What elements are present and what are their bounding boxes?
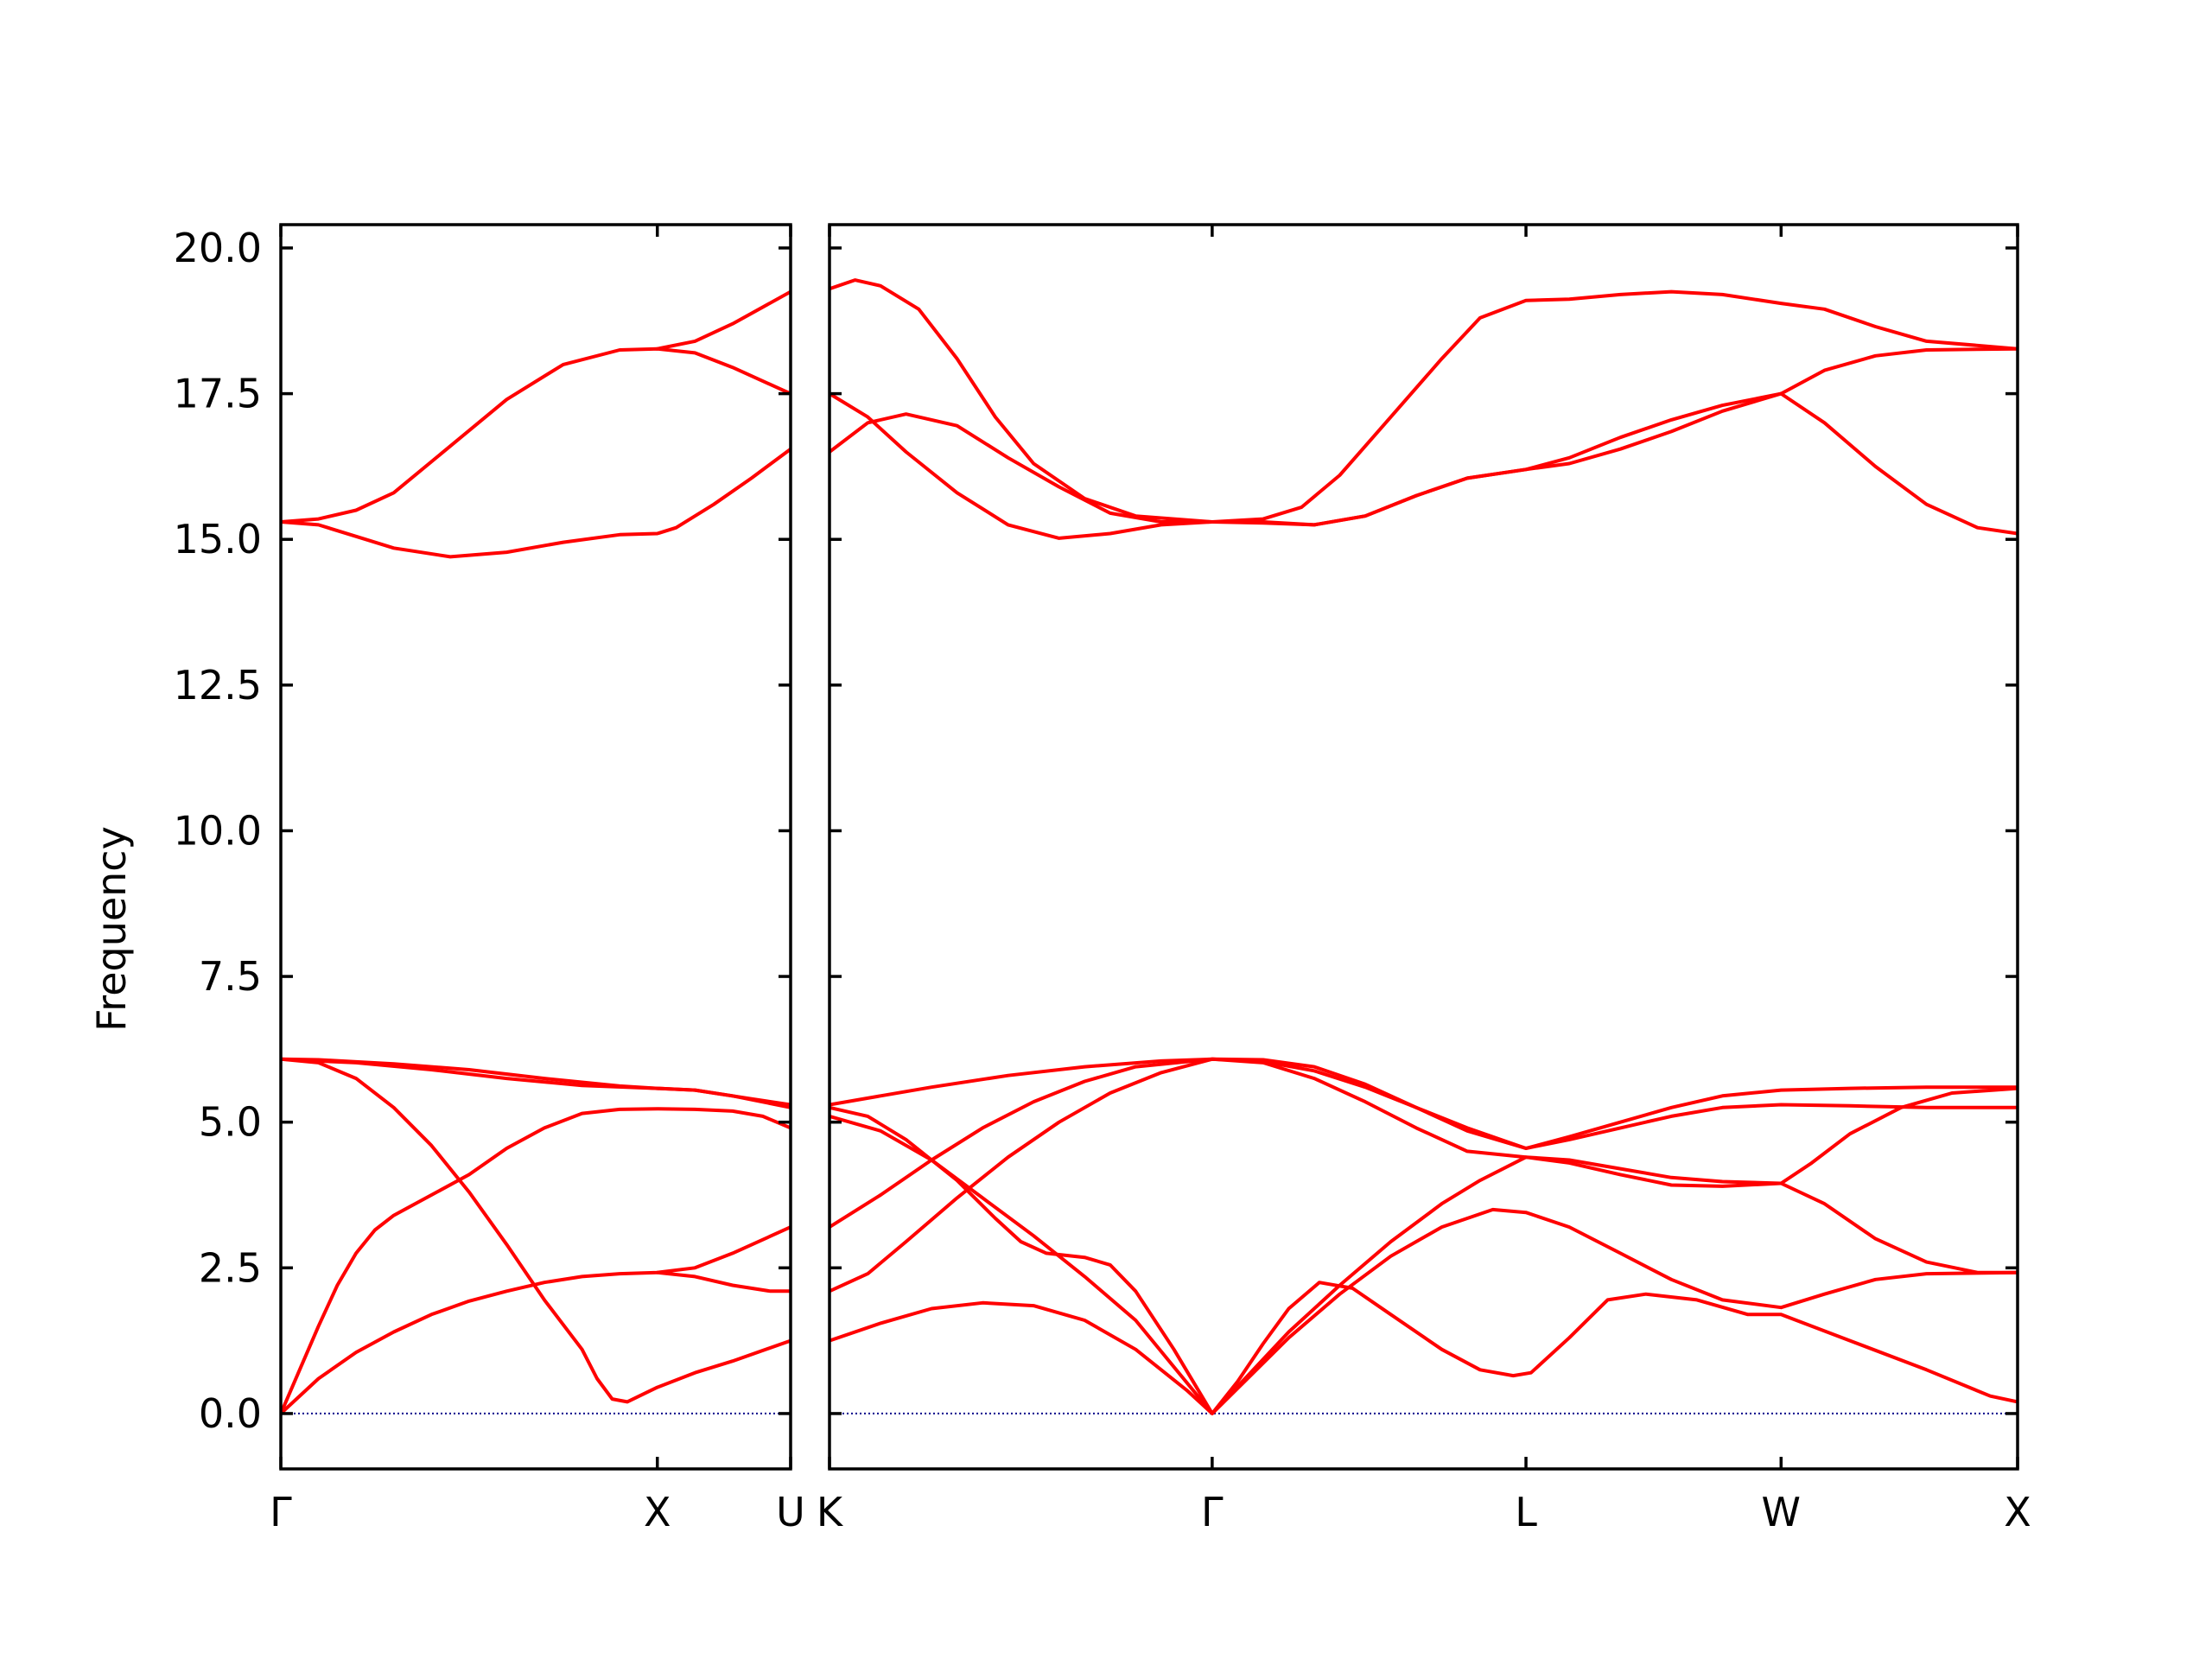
band-line-4 bbox=[830, 1057, 2018, 1150]
band-line-5 bbox=[281, 1057, 791, 1107]
band-line-1 bbox=[281, 1225, 791, 1415]
x-tick-label: U bbox=[776, 1489, 805, 1535]
y-tick-label: 5.0 bbox=[199, 1099, 262, 1146]
y-tick-label: 12.5 bbox=[174, 662, 262, 709]
x-tick-label: L bbox=[1515, 1489, 1537, 1535]
band-group bbox=[281, 289, 791, 1415]
x-tick-label: W bbox=[1762, 1489, 1801, 1535]
y-tick-label: 17.5 bbox=[174, 371, 262, 417]
y-tick-label: 20.0 bbox=[174, 225, 262, 271]
x-tick-label: K bbox=[817, 1489, 844, 1535]
x-tick-label: X bbox=[2004, 1489, 2031, 1535]
y-tick-label: 7.5 bbox=[199, 953, 262, 1000]
y-tick-label: 2.5 bbox=[199, 1244, 262, 1291]
band-line-1 bbox=[830, 1281, 2018, 1415]
y-axis-label: Frequency bbox=[88, 826, 135, 1032]
band-line-3 bbox=[281, 1057, 791, 1404]
band-line-2 bbox=[281, 1107, 791, 1415]
band-line-2 bbox=[830, 1057, 2018, 1294]
x-tick-label: Γ bbox=[270, 1489, 292, 1535]
band-group bbox=[830, 278, 2018, 1415]
panel-frame bbox=[279, 223, 792, 1471]
x-tick-label: Γ bbox=[1201, 1489, 1224, 1535]
band-line-8 bbox=[830, 391, 2018, 540]
band-line-9 bbox=[655, 289, 791, 351]
band-line-4 bbox=[281, 1057, 791, 1109]
band-line-8 bbox=[281, 346, 791, 524]
band-line-6 bbox=[830, 1114, 2018, 1415]
band-line-9 bbox=[830, 278, 2018, 524]
panel-1: 0.0 2.5 5.0 7.5 10.0 12.5 15.0 17.5 20.0 Γ X U bbox=[174, 223, 805, 1535]
panel-frame bbox=[828, 223, 2019, 1471]
y-tick-label: 10.0 bbox=[174, 807, 262, 854]
band-line-5 bbox=[830, 1086, 2018, 1415]
x-tick-label: X bbox=[644, 1489, 671, 1535]
y-tick-label: 15.0 bbox=[174, 516, 262, 563]
plot-panels: 0.0 2.5 5.0 7.5 10.0 12.5 15.0 17.5 20.0 Γ X U K Γ L W X bbox=[174, 223, 2031, 1535]
band-line-7 bbox=[281, 447, 791, 559]
band-line-6 bbox=[655, 1270, 791, 1294]
y-tick-label: 0.0 bbox=[199, 1390, 262, 1437]
